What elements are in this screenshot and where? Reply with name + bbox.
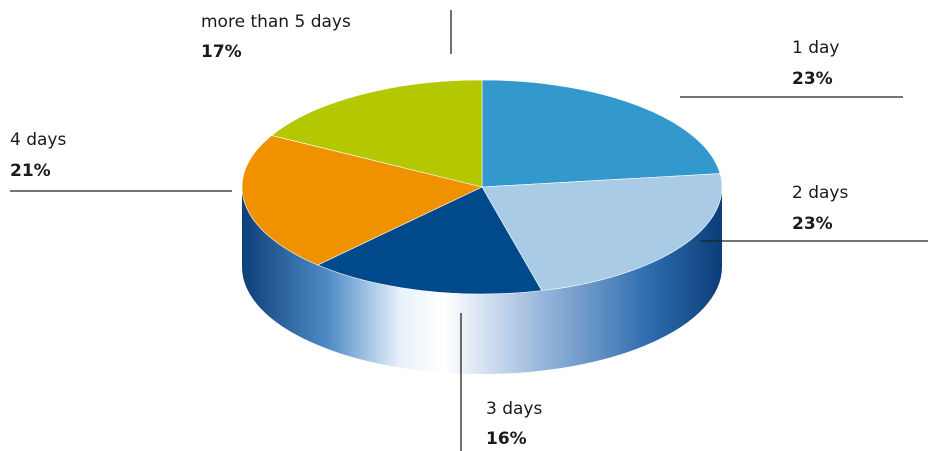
leader-lines (10, 10, 928, 451)
value-label-2-days: 23% (792, 214, 833, 234)
value-label-3-days: 16% (486, 429, 527, 449)
pie-slice-4-days (241, 135, 483, 266)
pie-side-wall (242, 187, 722, 374)
label-3-days: 3 days (486, 399, 542, 419)
value-label-more-than-5-days: 17% (201, 42, 242, 62)
slice-labels: more than 5 days 17% 1 day 23% 2 days 23… (10, 12, 848, 449)
label-2-days: 2 days (792, 183, 848, 203)
pie-slices (241, 79, 723, 295)
pie-slice-more-than-5-days (271, 79, 483, 188)
label-more-than-5-days: more than 5 days (201, 12, 351, 32)
label-4-days: 4 days (10, 130, 66, 150)
pie-slice-3-days (316, 186, 543, 295)
value-label-4-days: 21% (10, 161, 51, 181)
value-label-1-day: 23% (792, 69, 833, 89)
pie-slice-1-day (481, 79, 721, 188)
label-1-day: 1 day (792, 38, 840, 58)
pie-slice-2-days (481, 173, 723, 291)
